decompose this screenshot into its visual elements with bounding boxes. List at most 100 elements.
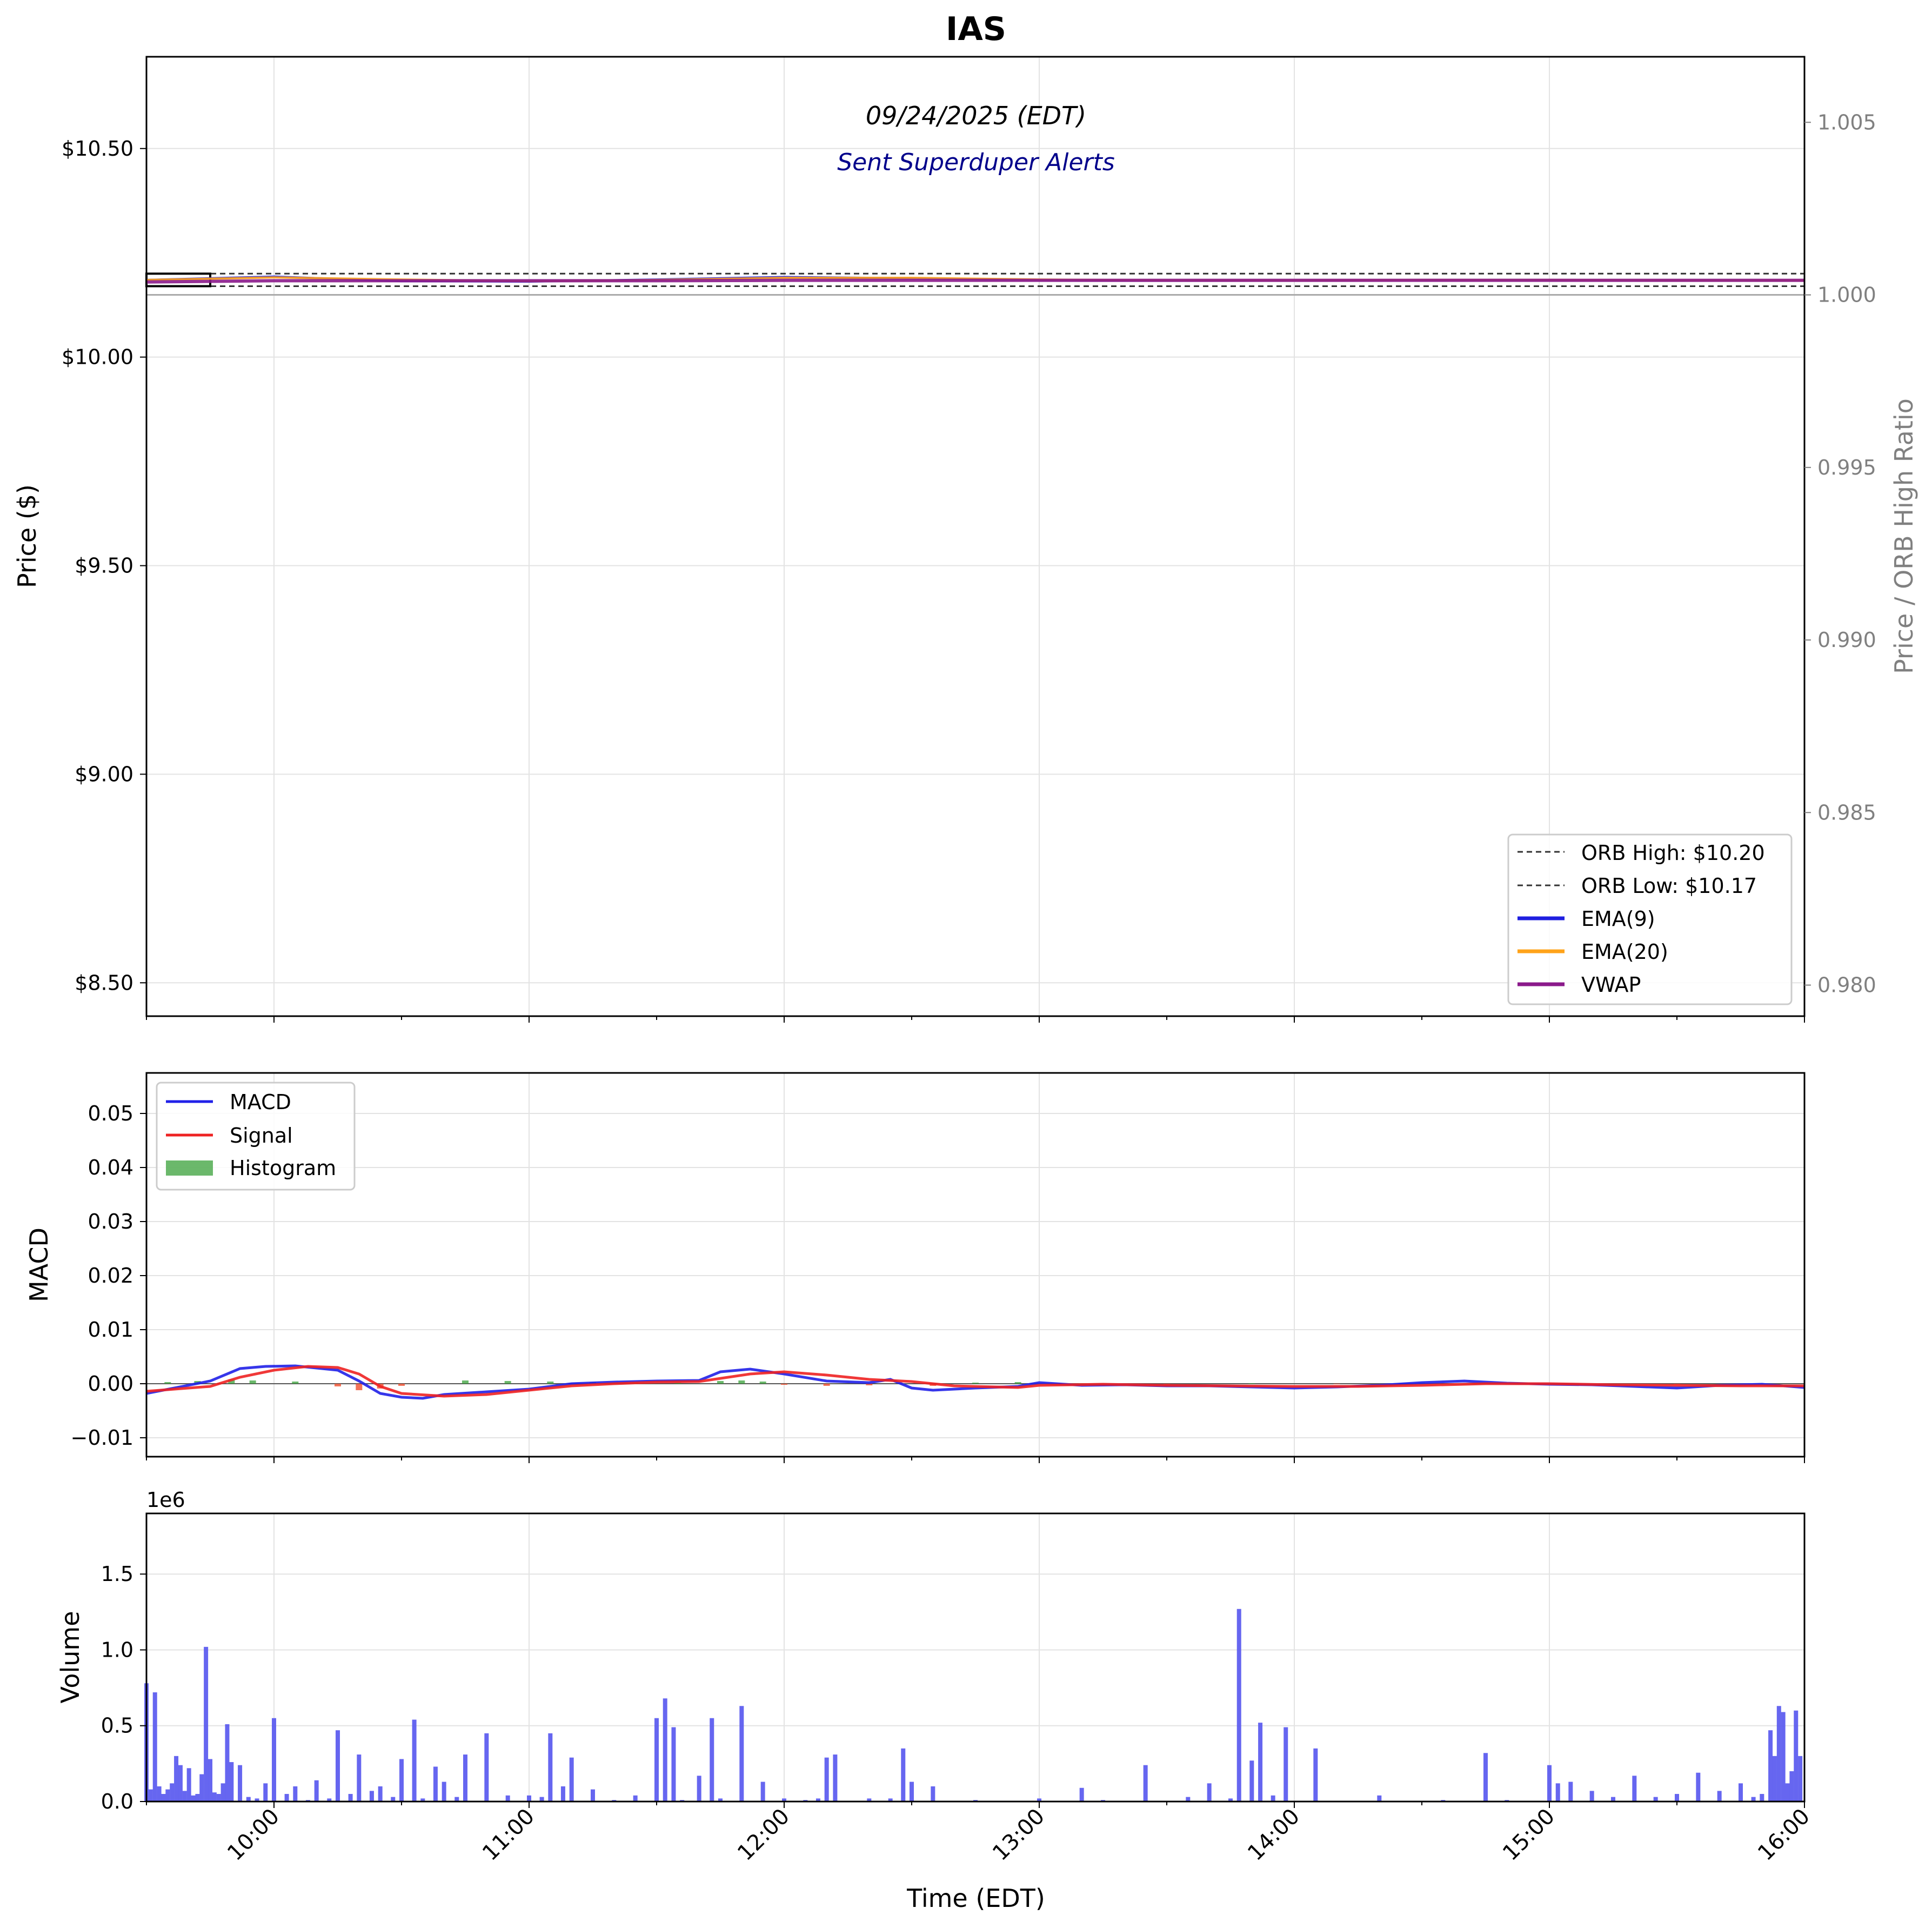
volume-bar xyxy=(633,1795,638,1802)
volume-bar xyxy=(1751,1797,1756,1802)
x-tick-label: 12:00 xyxy=(733,1804,794,1866)
volume-bar xyxy=(1249,1760,1254,1802)
volume-bar xyxy=(591,1789,595,1802)
y-tick-label: −0.01 xyxy=(71,1426,133,1450)
volume-bar xyxy=(782,1798,786,1802)
volume-x-ticks: 10:00 11:00 12:00 13:00 14:00 15:00 16:00 xyxy=(146,1802,1815,1866)
volume-bar xyxy=(1760,1793,1764,1802)
y2-tick-label: 0.990 xyxy=(1817,628,1876,652)
y-tick-label: 0.0 xyxy=(101,1790,133,1813)
orb-lines xyxy=(145,272,1804,296)
macd-plot-frame xyxy=(145,1072,1806,1458)
macd-legend: MACD Signal Histogram xyxy=(156,1082,356,1191)
volume-bar xyxy=(463,1754,467,1802)
volume-bar xyxy=(1776,1706,1781,1802)
histogram-bar xyxy=(781,1384,787,1385)
volume-bar xyxy=(174,1756,179,1802)
histogram-bar xyxy=(164,1382,171,1384)
volume-bar xyxy=(204,1646,209,1802)
y-tick-label: $10.50 xyxy=(62,137,133,161)
volume-bar xyxy=(1653,1797,1658,1802)
volume-bar xyxy=(1037,1798,1041,1802)
legend-ema9-label: EMA(9) xyxy=(1581,907,1655,931)
histogram-bar xyxy=(335,1384,341,1386)
volume-bar xyxy=(157,1786,162,1802)
volume-bar xyxy=(1772,1756,1777,1802)
volume-bar xyxy=(760,1782,765,1802)
volume-bar xyxy=(336,1730,340,1802)
volume-bar xyxy=(1258,1723,1263,1802)
price-legend: ORB High: $10.20 ORB Low: $10.17 EMA(9) … xyxy=(1507,833,1793,1005)
volume-bar xyxy=(454,1797,459,1802)
y-tick-label: 0.03 xyxy=(88,1210,133,1233)
volume-bar xyxy=(1079,1787,1084,1802)
histogram-bar xyxy=(1248,1383,1255,1384)
volume-bar xyxy=(718,1798,723,1802)
volume-bar xyxy=(191,1795,196,1802)
histogram-bar xyxy=(823,1384,830,1386)
volume-bar xyxy=(220,1783,225,1802)
x-tick-label: 15:00 xyxy=(1498,1804,1560,1866)
x-tick-label: 16:00 xyxy=(1753,1804,1815,1866)
volume-bar xyxy=(1186,1797,1191,1802)
histogram-bar xyxy=(972,1383,979,1384)
macd-lines xyxy=(146,1364,1805,1400)
volume-bar xyxy=(1785,1783,1790,1802)
volume-bar xyxy=(1228,1798,1233,1802)
volume-bar xyxy=(1568,1782,1573,1802)
macd-panel: −0.01 0.00 0.01 0.02 0.03 0.04 0.05 MACD MACD … xyxy=(24,1072,1806,1463)
volume-bar xyxy=(484,1733,489,1802)
y-tick-label: 0.01 xyxy=(88,1318,133,1342)
volume-bar xyxy=(569,1757,574,1802)
histogram-bar xyxy=(249,1380,256,1384)
volume-bar xyxy=(152,1692,157,1802)
volume-bar xyxy=(931,1786,935,1802)
macd-y-axis-label: MACD xyxy=(24,1227,54,1302)
y-tick-label: 1.0 xyxy=(101,1638,133,1662)
legend-signal-label: Signal xyxy=(230,1124,293,1148)
volume-bar xyxy=(548,1733,553,1802)
volume-bar xyxy=(663,1698,667,1802)
volume-panel: 0.0 0.5 1.0 1.5 10:00 11:00 12:00 13:00 14:00 15… xyxy=(56,1488,1815,1913)
volume-bar xyxy=(1739,1783,1743,1802)
volume-bar xyxy=(833,1754,838,1802)
volume-bar xyxy=(1589,1791,1594,1802)
volume-bar xyxy=(1236,1609,1241,1802)
volume-bar xyxy=(148,1789,153,1802)
volume-y-axis-label: Volume xyxy=(56,1611,85,1703)
histogram-bar xyxy=(717,1381,724,1384)
volume-bar xyxy=(182,1791,187,1802)
histogram-bar xyxy=(866,1384,873,1385)
volume-bar xyxy=(212,1792,217,1802)
volume-bar xyxy=(195,1793,200,1802)
legend-orb-high-label: ORB High: $10.20 xyxy=(1581,841,1765,865)
volume-bar xyxy=(229,1762,234,1802)
price-plot-frame xyxy=(145,56,1806,1017)
volume-bar xyxy=(1283,1727,1288,1802)
price-x-ticks xyxy=(146,1016,1805,1023)
volume-bar xyxy=(238,1765,243,1802)
volume-bar xyxy=(391,1797,396,1802)
volume-bar xyxy=(225,1724,230,1802)
volume-bar xyxy=(216,1793,221,1802)
volume-bar xyxy=(1717,1791,1722,1802)
y2-tick-label: 0.985 xyxy=(1817,800,1876,824)
volume-bar xyxy=(348,1793,353,1802)
volume-bar xyxy=(1483,1753,1488,1802)
volume-bar xyxy=(263,1783,268,1802)
legend-macd-label: MACD xyxy=(230,1090,291,1114)
volume-bar xyxy=(1794,1710,1799,1802)
y-tick-label: 0.04 xyxy=(88,1156,133,1179)
volume-bar xyxy=(433,1766,438,1802)
volume-plot-frame xyxy=(145,1512,1806,1803)
volume-bar xyxy=(560,1786,565,1802)
volume-bar xyxy=(1781,1712,1786,1802)
volume-bar xyxy=(420,1798,425,1802)
volume-bar xyxy=(697,1776,701,1802)
volume-bar xyxy=(284,1793,289,1802)
y2-tick-label: 0.995 xyxy=(1817,456,1876,479)
volume-bar xyxy=(1696,1772,1701,1802)
macd-x-ticks xyxy=(146,1457,1805,1463)
histogram-bar xyxy=(504,1381,511,1384)
